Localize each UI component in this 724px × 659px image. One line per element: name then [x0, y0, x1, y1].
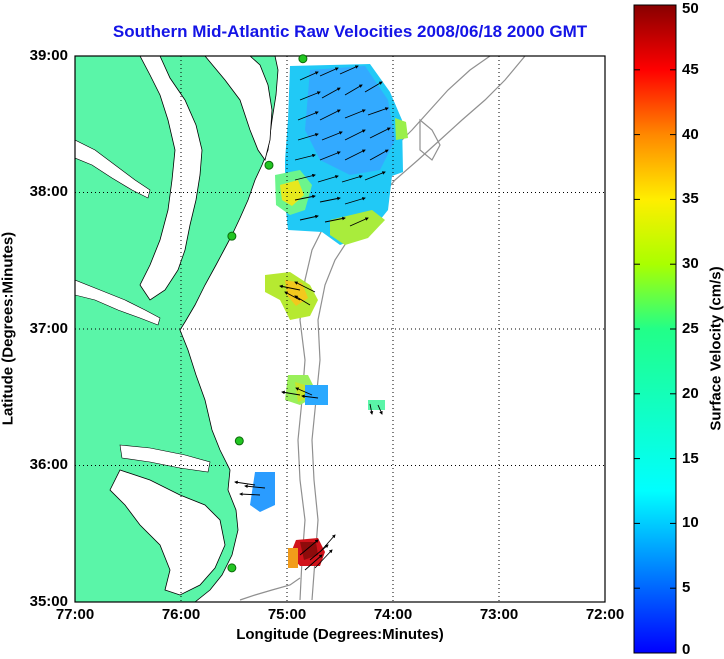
colorbar-tick-label: 10: [682, 514, 699, 532]
x-tick-label: 77:00: [55, 606, 95, 623]
colorbar-tick-label: 40: [682, 125, 699, 143]
chesapeake-bay: [139, 56, 203, 301]
colorbar-tick-label: 15: [682, 449, 699, 467]
pamlico-sound: [109, 469, 226, 596]
station-markers: [227, 54, 308, 573]
y-tick-label: 36:00: [29, 456, 68, 473]
bathymetry-contours: [239, 56, 526, 601]
colorbar-tick-label: 30: [682, 255, 699, 273]
station-marker: [227, 563, 237, 573]
y-tick-label: 38:00: [29, 183, 68, 200]
y-tick-label: 35:00: [29, 593, 68, 610]
map-grid: [75, 56, 605, 602]
colorbar-tick-label: 45: [682, 60, 699, 78]
x-axis-label: Longitude (Degrees:Minutes): [236, 626, 444, 643]
x-tick-label: 76:00: [161, 606, 201, 623]
velocity-vectors: [234, 65, 391, 571]
station-marker: [264, 160, 274, 170]
station-marker: [234, 436, 244, 446]
colorbar: [633, 4, 677, 654]
colorbar-tick-label: 35: [682, 190, 699, 208]
colorbar-tick-label: 20: [682, 384, 699, 402]
potomac-river: [75, 139, 151, 199]
x-tick-label: 73:00: [479, 606, 519, 623]
colorbar-label: Surface Velocity (cm/s): [707, 266, 724, 431]
plot-title: Southern Mid-Atlantic Raw Velocities 200…: [112, 22, 588, 41]
y-axis-label: Latitude (Degrees:Minutes): [0, 231, 17, 426]
colorbar-tick-label: 50: [682, 0, 699, 17]
colorbar-tick-label: 0: [682, 641, 691, 658]
x-tick-label: 72:00: [585, 606, 625, 623]
x-tick-label: 75:00: [267, 606, 307, 623]
james-river: [75, 279, 161, 326]
colorbar-tick-label: 5: [682, 579, 691, 597]
delaware-bay: [204, 56, 273, 161]
station-marker: [298, 54, 308, 64]
colorbar-tick-label: 25: [682, 320, 699, 337]
x-tick-label: 74:00: [373, 606, 413, 623]
station-marker: [227, 231, 237, 241]
velocity-field: [250, 64, 408, 568]
y-tick-label: 37:00: [29, 320, 68, 337]
y-tick-label: 39:00: [29, 47, 68, 64]
